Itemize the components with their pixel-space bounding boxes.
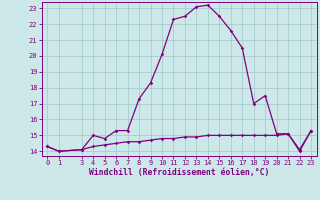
- X-axis label: Windchill (Refroidissement éolien,°C): Windchill (Refroidissement éolien,°C): [89, 168, 269, 177]
